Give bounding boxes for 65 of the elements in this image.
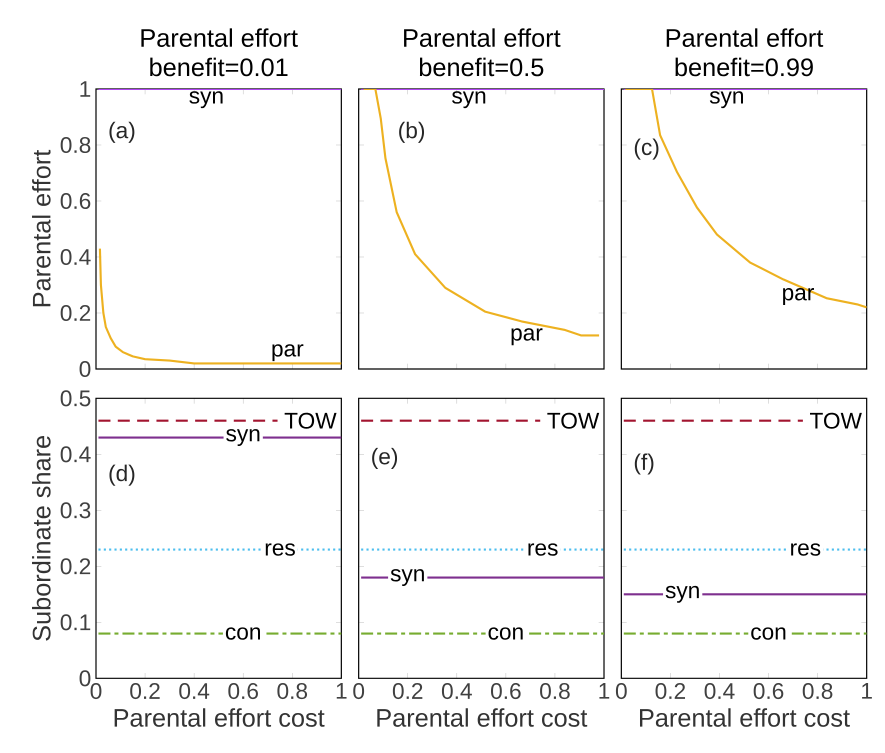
x-tick-label: 0.6 xyxy=(754,683,784,700)
series-label: con xyxy=(751,627,786,640)
chart-subtitle: benefit=0.5 xyxy=(420,58,544,76)
x-axis-title: Parental effort cost xyxy=(114,708,325,727)
series-label: res xyxy=(528,543,558,556)
chart-title: Parental effort xyxy=(141,28,298,47)
series-label: con xyxy=(488,627,523,640)
y-tick-label: 0 xyxy=(80,360,90,378)
x-axis-title: Parental effort cost xyxy=(640,708,850,727)
series-label: TOW xyxy=(810,412,862,429)
x-tick-label: 0.6 xyxy=(228,683,258,700)
chart-subtitle: benefit=0.01 xyxy=(150,58,288,76)
y-axis-title: Parental effort xyxy=(32,150,51,306)
x-tick-label: 0.6 xyxy=(490,683,521,700)
series-label: syn xyxy=(189,91,223,108)
series-label: syn xyxy=(710,91,743,108)
series-label: syn xyxy=(666,586,699,603)
x-tick-label: 0.2 xyxy=(392,683,422,700)
x-tick-label: 0.8 xyxy=(802,683,832,700)
x-tick-label: 0.2 xyxy=(130,683,160,700)
series-label: con xyxy=(226,627,260,640)
x-tick-label: 0.8 xyxy=(540,683,570,700)
y-tick-label: 0 xyxy=(80,670,90,686)
annotation: (b) xyxy=(399,122,424,143)
y-tick-label: 0.6 xyxy=(60,192,90,210)
series-label: par xyxy=(512,328,542,346)
series-label: syn xyxy=(452,91,486,108)
x-tick-label: 1 xyxy=(862,683,872,699)
series-label: syn xyxy=(390,569,424,586)
series-label: TOW xyxy=(547,412,600,429)
y-tick-label: 0.4 xyxy=(60,248,91,266)
x-tick-label: 0.4 xyxy=(704,683,735,700)
annotation: (d) xyxy=(109,464,134,486)
x-tick-label: 0 xyxy=(353,683,364,700)
x-tick-label: 0 xyxy=(616,683,627,700)
annotation: (a) xyxy=(109,122,134,143)
x-tick-label: 1 xyxy=(336,683,347,699)
y-tick-label: 0.3 xyxy=(60,502,90,518)
series-label: TOW xyxy=(284,412,337,429)
chart-subtitle: benefit=0.99 xyxy=(676,58,813,76)
chart-title: Parental effort xyxy=(666,28,824,47)
y-tick-label: 0.2 xyxy=(60,558,90,574)
series-label: par xyxy=(272,344,304,362)
y-tick-label: 1 xyxy=(80,81,90,97)
x-axis-title: Parental effort cost xyxy=(377,708,588,727)
y-axis-title: Subordinate share xyxy=(32,436,51,641)
y-tick-label: 0.2 xyxy=(60,304,90,322)
series-label: res xyxy=(266,543,295,556)
annotation: (c) xyxy=(634,138,658,160)
x-tick-label: 0 xyxy=(90,683,102,700)
series-label: par xyxy=(783,288,814,305)
y-tick-label: 0.8 xyxy=(60,136,90,154)
x-tick-label: 0.4 xyxy=(179,683,210,700)
x-tick-label: 1 xyxy=(599,683,610,699)
y-tick-label: 0.1 xyxy=(60,614,90,630)
y-tick-label: 0.4 xyxy=(60,446,91,462)
x-tick-label: 0.8 xyxy=(277,683,308,700)
x-tick-label: 0.2 xyxy=(656,683,686,700)
series-label: syn xyxy=(226,429,260,446)
x-tick-label: 0.4 xyxy=(442,683,472,700)
y-tick-label: 0.5 xyxy=(60,390,90,406)
series-label: res xyxy=(791,543,820,556)
chart-title: Parental effort xyxy=(404,28,560,47)
annotation: (e) xyxy=(372,448,398,469)
annotation: (f) xyxy=(634,453,654,475)
